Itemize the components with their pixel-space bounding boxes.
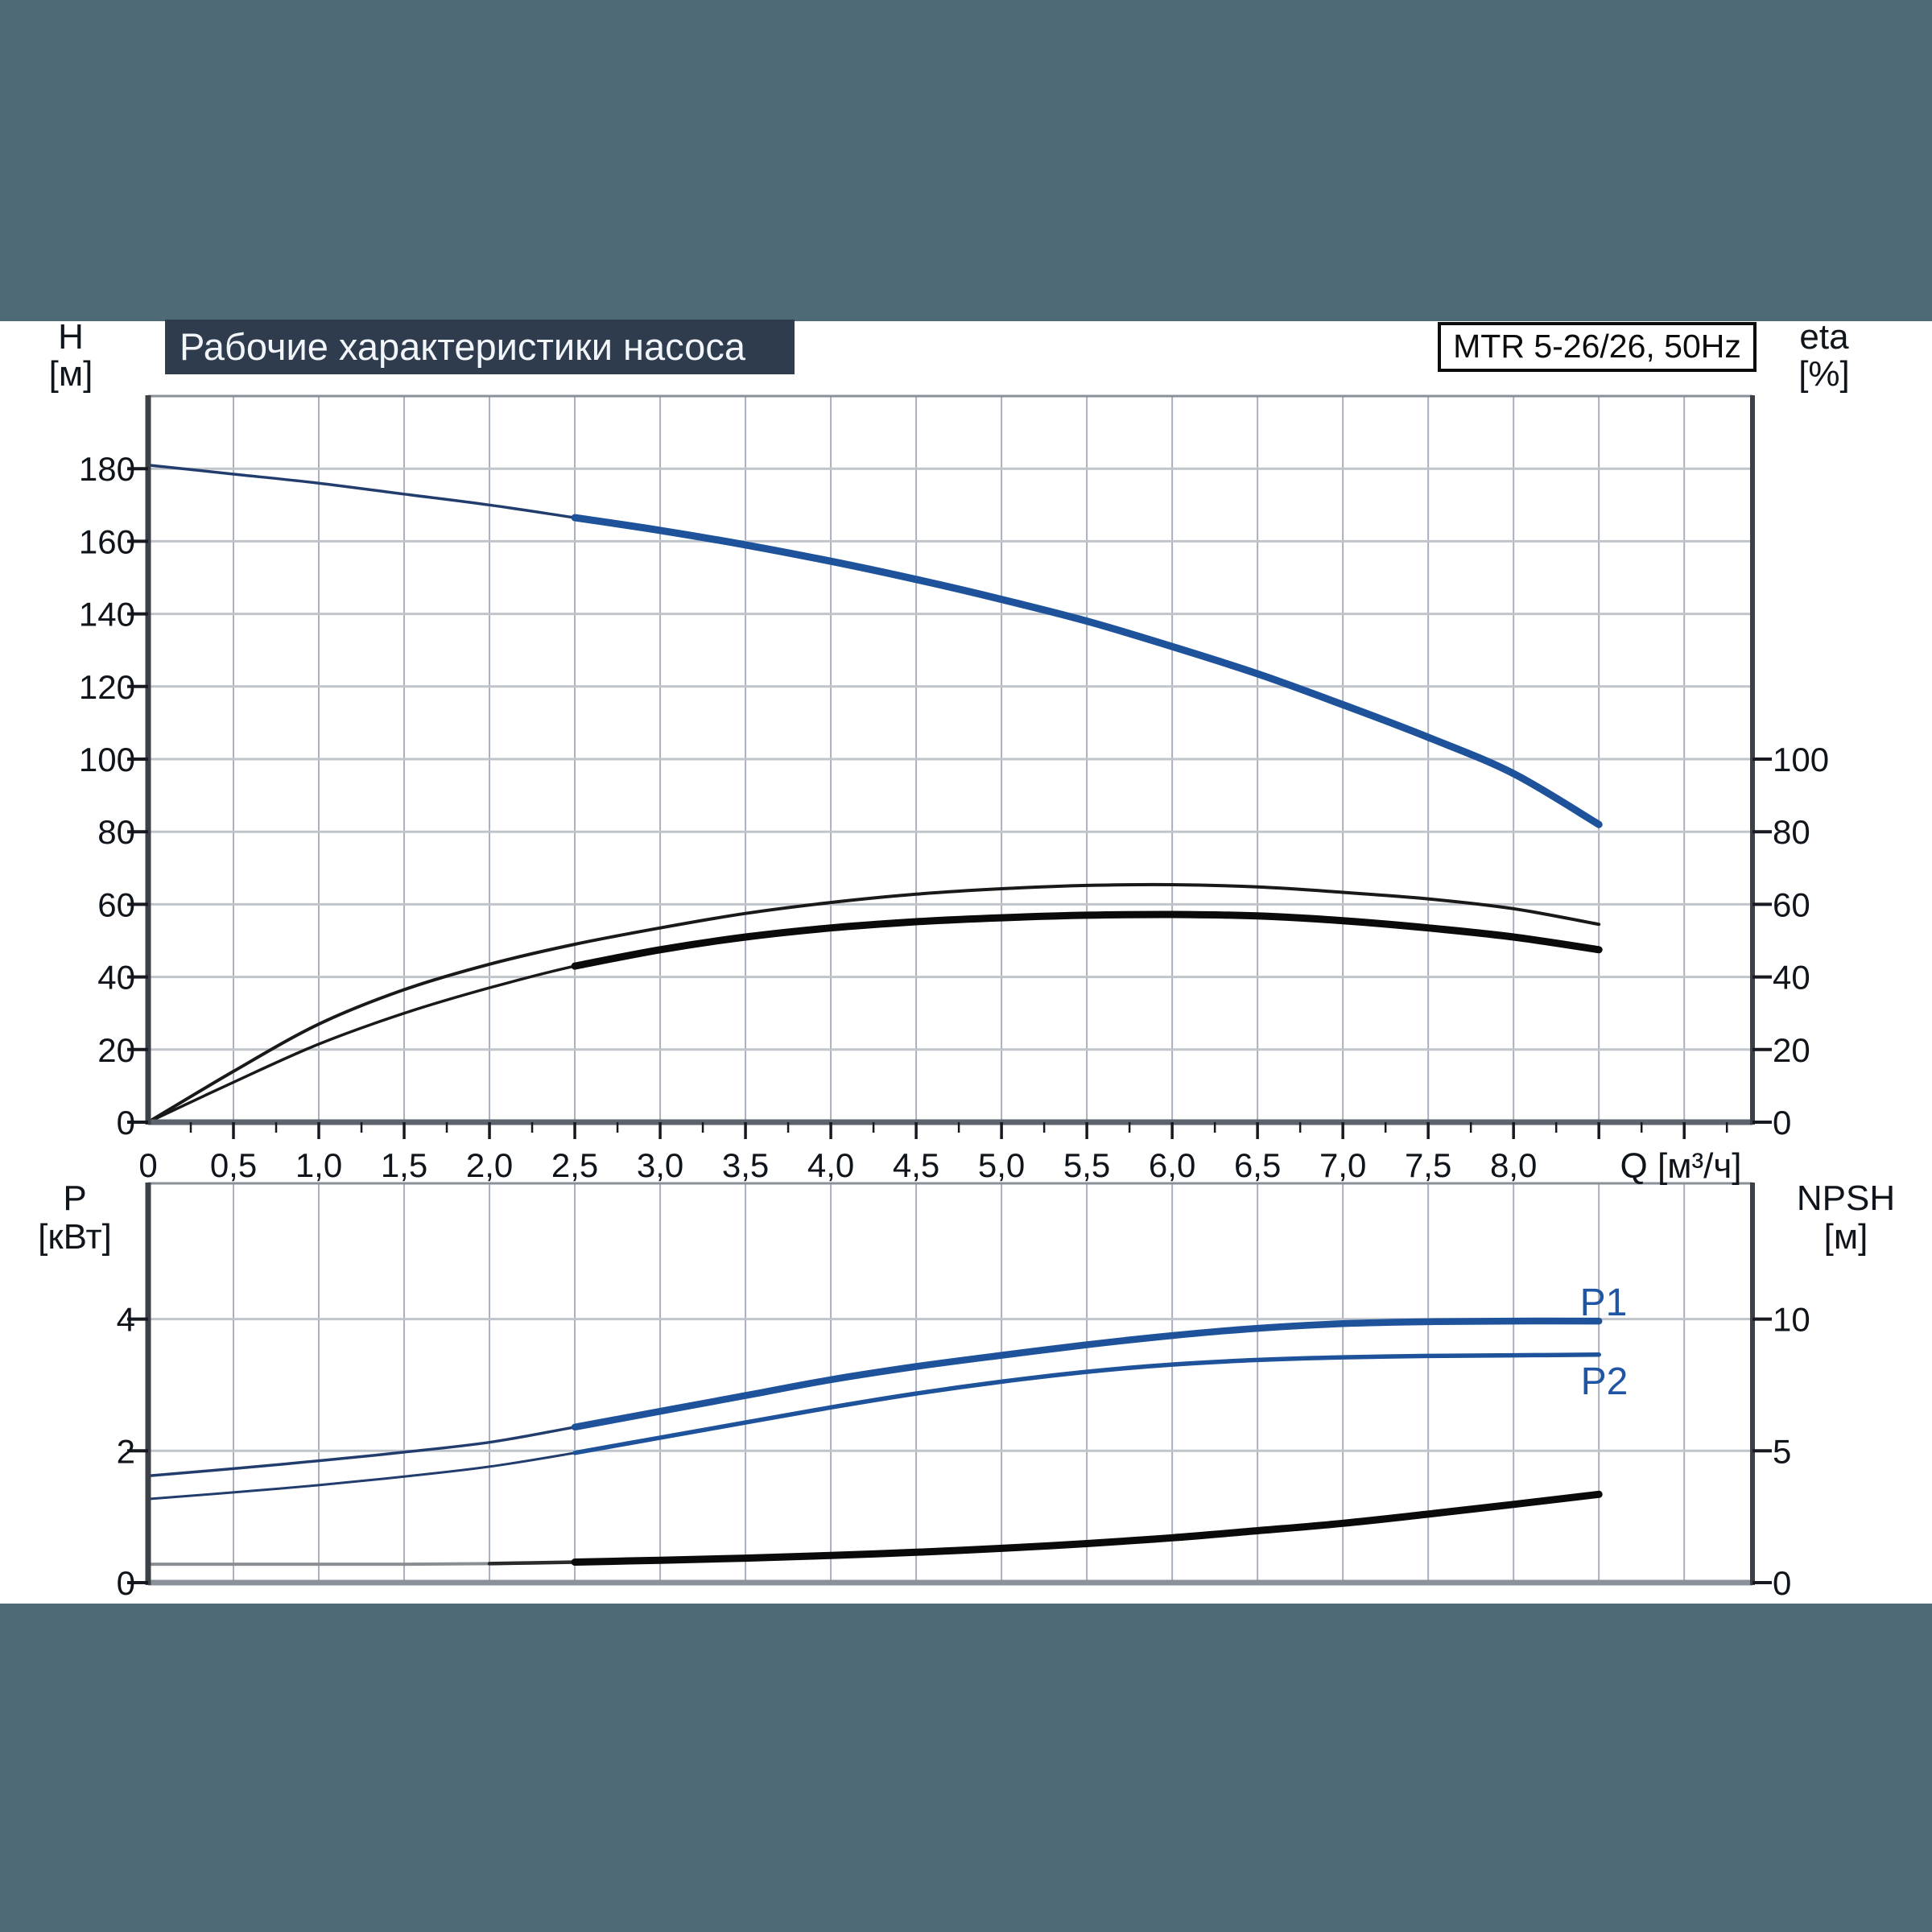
svg-text:2,0: 2,0 [466, 1146, 513, 1184]
svg-text:10: 10 [1773, 1301, 1810, 1339]
svg-text:4,0: 4,0 [807, 1146, 854, 1184]
eta-axis-symbol: eta [1799, 317, 1849, 357]
head-axis-symbol: H [58, 317, 84, 357]
svg-text:40: 40 [97, 959, 135, 997]
svg-text:4,5: 4,5 [893, 1146, 939, 1184]
svg-text:7,0: 7,0 [1319, 1146, 1366, 1184]
svg-text:0: 0 [117, 1564, 135, 1602]
svg-text:0,5: 0,5 [210, 1146, 257, 1184]
svg-text:5,5: 5,5 [1063, 1146, 1110, 1184]
svg-text:100: 100 [79, 741, 135, 778]
bottom-background-band [0, 1604, 1932, 1932]
svg-text:20: 20 [97, 1031, 135, 1069]
svg-text:180: 180 [79, 450, 135, 488]
p2-curve-label: P2 [1580, 1360, 1629, 1403]
svg-text:120: 120 [79, 668, 135, 706]
svg-text:140: 140 [79, 596, 135, 634]
svg-text:40: 40 [1773, 959, 1810, 997]
svg-text:0: 0 [138, 1146, 157, 1184]
pump-model-badge: MTR 5-26/26, 50Hz [1438, 322, 1757, 372]
svg-text:0: 0 [117, 1104, 135, 1141]
svg-text:1,0: 1,0 [295, 1146, 342, 1184]
flow-axis-label: Q [м³/ч] [1620, 1146, 1742, 1186]
eta-axis-unit: [%] [1798, 354, 1850, 394]
svg-text:2: 2 [117, 1432, 135, 1470]
top-background-band [0, 0, 1932, 321]
npsh-axis-unit: [м] [1823, 1217, 1868, 1257]
svg-text:160: 160 [79, 522, 135, 560]
svg-text:5: 5 [1773, 1432, 1791, 1470]
svg-text:100: 100 [1773, 741, 1829, 778]
power-axis-symbol: P [63, 1179, 87, 1218]
svg-text:3,0: 3,0 [637, 1146, 683, 1184]
svg-text:2,5: 2,5 [551, 1146, 598, 1184]
svg-text:8,0: 8,0 [1490, 1146, 1537, 1184]
svg-text:5,0: 5,0 [978, 1146, 1025, 1184]
svg-text:60: 60 [1773, 886, 1810, 923]
svg-text:6,5: 6,5 [1234, 1146, 1281, 1184]
svg-text:1,5: 1,5 [381, 1146, 427, 1184]
chart-title: Рабочие характеристики насоса [165, 320, 795, 374]
svg-text:4: 4 [117, 1301, 135, 1339]
npsh-axis-symbol: NPSH [1796, 1179, 1896, 1218]
p1-curve-label: P1 [1579, 1282, 1628, 1324]
head-axis-unit: [м] [48, 354, 93, 394]
svg-text:20: 20 [1773, 1031, 1810, 1069]
svg-text:0: 0 [1773, 1564, 1791, 1602]
svg-text:6,0: 6,0 [1149, 1146, 1195, 1184]
svg-text:60: 60 [97, 886, 135, 923]
svg-text:80: 80 [1773, 813, 1810, 851]
svg-text:7,5: 7,5 [1405, 1146, 1451, 1184]
svg-text:0: 0 [1773, 1104, 1791, 1141]
svg-text:3,5: 3,5 [722, 1146, 769, 1184]
power-axis-unit: [кВт] [38, 1217, 112, 1257]
svg-text:80: 80 [97, 813, 135, 851]
